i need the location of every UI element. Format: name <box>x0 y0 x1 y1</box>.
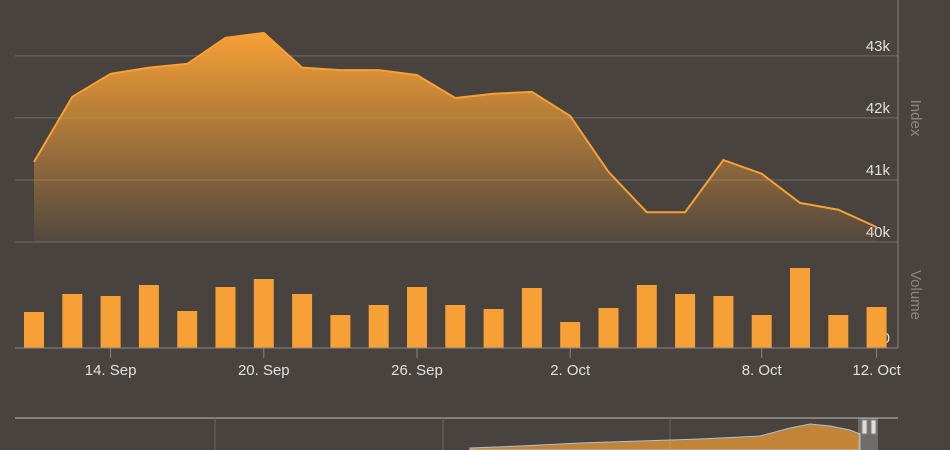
bar <box>560 322 581 348</box>
line <box>33 31 878 229</box>
bar <box>751 315 772 348</box>
bar <box>62 294 83 348</box>
bar <box>407 287 427 348</box>
bar <box>675 294 696 348</box>
bar <box>253 279 274 348</box>
x-tick-label: 14. Sep <box>85 362 137 379</box>
area <box>34 32 877 243</box>
y-tick-label: 43k <box>866 38 891 55</box>
x-tick-label: 20. Sep <box>238 362 290 379</box>
bar <box>100 296 121 348</box>
bar <box>292 294 313 348</box>
bar <box>521 288 542 348</box>
y-tick-label: 42k <box>866 100 891 117</box>
y-axis-title: Index <box>907 100 924 137</box>
x-tick-label: 8. Oct <box>742 362 783 379</box>
bar <box>713 296 734 348</box>
bar <box>866 307 887 348</box>
bar <box>790 268 810 348</box>
navigator <box>15 417 898 450</box>
bar <box>598 308 619 348</box>
x-tick-label: 12. Oct <box>852 362 901 379</box>
bar <box>177 311 198 348</box>
y-axis-title: Volume <box>907 270 924 320</box>
bar <box>138 285 159 348</box>
x-tick-label: 26. Sep <box>391 362 443 379</box>
x-tick-label: 2. Oct <box>550 362 591 379</box>
bar <box>215 287 236 348</box>
bar <box>368 305 389 348</box>
bar <box>828 315 849 348</box>
bar <box>24 312 44 348</box>
y-tick-label: 41k <box>866 162 891 179</box>
bar <box>636 285 657 348</box>
bar <box>445 305 466 348</box>
bar <box>483 309 504 348</box>
bar <box>330 315 351 348</box>
